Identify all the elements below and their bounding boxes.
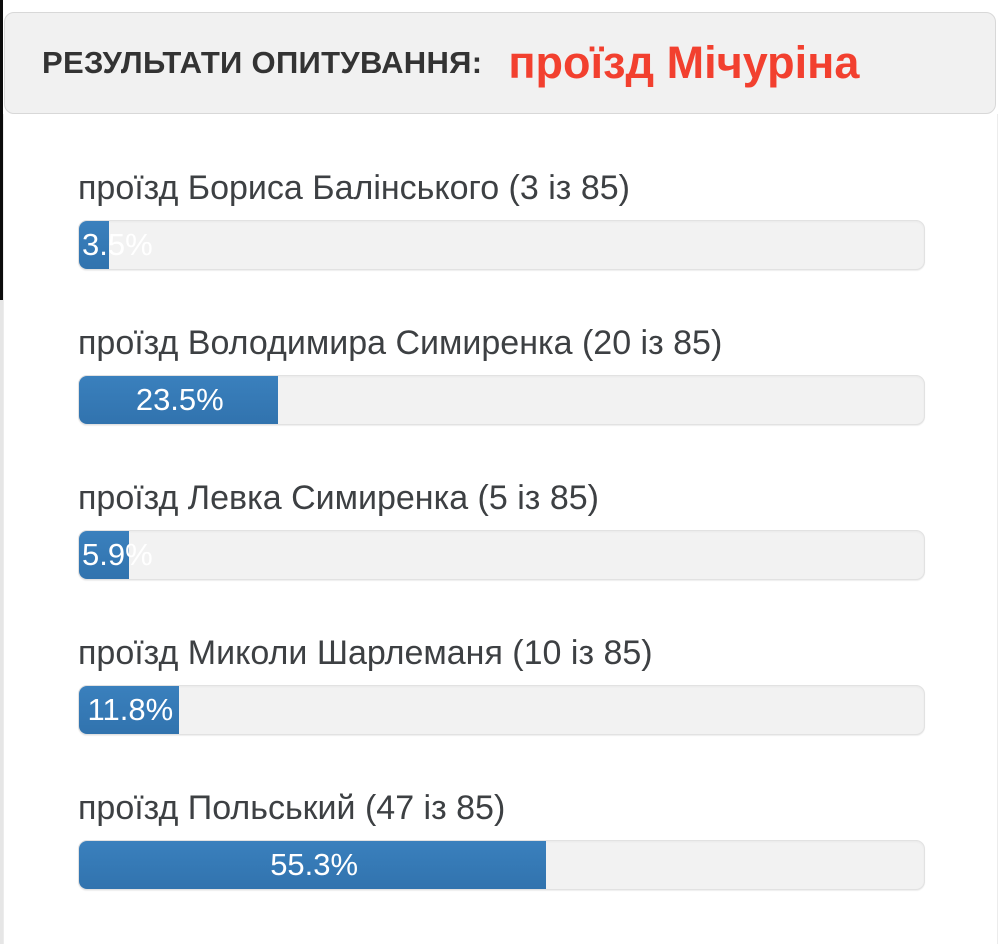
poll-option-label: проїзд Левка Симиренка (5 із 85) bbox=[78, 479, 599, 517]
percent-label: 5.9% bbox=[82, 537, 153, 572]
progress-track: 55.3% bbox=[78, 840, 925, 890]
percent-label: 3.5% bbox=[82, 227, 153, 262]
poll-option-label: проїзд Миколи Шарлеманя (10 із 85) bbox=[78, 634, 653, 672]
poll-option: проїзд Бориса Балінського (3 із 85) 3.5% bbox=[78, 168, 925, 270]
poll-option: проїзд Миколи Шарлеманя (10 із 85) 11.8% bbox=[78, 633, 925, 735]
poll-option-label: проїзд Польський (47 із 85) bbox=[78, 789, 506, 827]
progress-fill: 5.9% bbox=[79, 531, 153, 579]
percent-label: 23.5% bbox=[135, 382, 224, 417]
screenshot-edge-artifact-gray bbox=[0, 300, 3, 944]
poll-option: проїзд Левка Симиренка (5 із 85) 5.9% bbox=[78, 478, 925, 580]
poll-option-label: проїзд Бориса Балінського (3 із 85) bbox=[78, 169, 630, 207]
percent-label: 11.8% bbox=[87, 692, 174, 727]
progress-fill: 23.5% bbox=[79, 376, 278, 424]
percent-label: 55.3% bbox=[270, 847, 359, 882]
poll-option: проїзд Володимира Симиренка (20 із 85) 2… bbox=[78, 323, 925, 425]
progress-track: 23.5% bbox=[78, 375, 925, 425]
progress-fill: 11.8% bbox=[79, 686, 179, 734]
poll-results-list: проїзд Бориса Балінського (3 із 85) 3.5%… bbox=[3, 114, 998, 944]
progress-track: 3.5% bbox=[78, 220, 925, 270]
results-header: РЕЗУЛЬТАТИ ОПИТУВАННЯ: проїзд Мічуріна bbox=[4, 12, 996, 114]
screenshot-edge-artifact-black bbox=[0, 0, 3, 300]
progress-track: 11.8% bbox=[78, 685, 925, 735]
poll-option-label: проїзд Володимира Симиренка (20 із 85) bbox=[78, 324, 723, 362]
results-title: РЕЗУЛЬТАТИ ОПИТУВАННЯ: bbox=[42, 45, 483, 80]
poll-option: проїзд Польський (47 із 85) 55.3% bbox=[78, 788, 925, 890]
progress-fill: 3.5% bbox=[79, 221, 153, 269]
poll-name: проїзд Мічуріна bbox=[508, 37, 860, 88]
progress-track: 5.9% bbox=[78, 530, 925, 580]
progress-fill: 55.3% bbox=[79, 841, 547, 889]
